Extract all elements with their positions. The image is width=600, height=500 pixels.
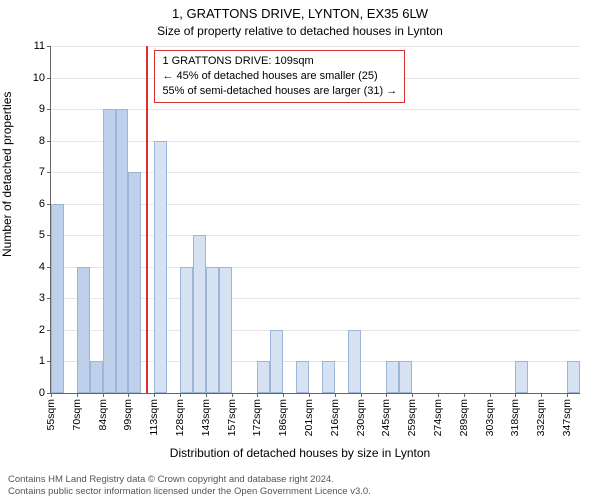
x-tick-mark	[77, 393, 78, 397]
chart-title: 1, GRATTONS DRIVE, LYNTON, EX35 6LW	[0, 6, 600, 21]
x-tick-mark	[206, 393, 207, 397]
footer-line-2: Contains public sector information licen…	[8, 486, 592, 498]
x-tick-label: 289sqm	[458, 399, 470, 436]
x-tick-label: 201sqm	[303, 399, 315, 436]
x-tick-label: 99sqm	[122, 399, 134, 431]
x-tick-mark	[361, 393, 362, 397]
y-tick-label: 7	[39, 166, 45, 178]
x-tick-label: 259sqm	[406, 399, 418, 436]
x-tick-label: 303sqm	[484, 399, 496, 436]
histogram-bar	[180, 267, 193, 393]
property-marker-line	[146, 46, 148, 393]
y-tick-label: 6	[39, 198, 45, 210]
histogram-bar	[567, 361, 580, 393]
x-tick-mark	[412, 393, 413, 397]
histogram-bar	[219, 267, 232, 393]
histogram-bar	[322, 361, 335, 393]
y-tick-label: 11	[34, 40, 45, 52]
gridline	[51, 46, 580, 47]
histogram-bar	[103, 109, 116, 393]
x-tick-mark	[438, 393, 439, 397]
x-tick-mark	[128, 393, 129, 397]
x-tick-label: 245sqm	[380, 399, 392, 436]
x-tick-label: 128sqm	[174, 399, 186, 436]
x-tick-label: 347sqm	[561, 399, 573, 436]
gridline	[51, 141, 580, 142]
y-tick-label: 9	[39, 103, 45, 115]
y-tick-mark	[47, 46, 51, 47]
callout-line-2: ← 45% of detached houses are smaller (25…	[162, 69, 397, 84]
x-tick-label: 84sqm	[97, 399, 109, 431]
footer-line-1: Contains HM Land Registry data © Crown c…	[8, 474, 592, 486]
histogram-bar	[51, 204, 64, 393]
x-tick-mark	[283, 393, 284, 397]
histogram-bar	[348, 330, 361, 393]
y-tick-label: 0	[39, 387, 45, 399]
y-tick-mark	[47, 141, 51, 142]
x-tick-mark	[541, 393, 542, 397]
histogram-bar	[193, 235, 206, 393]
histogram-bar	[77, 267, 90, 393]
x-tick-mark	[567, 393, 568, 397]
y-tick-label: 8	[39, 135, 45, 147]
x-tick-label: 186sqm	[277, 399, 289, 436]
x-tick-mark	[515, 393, 516, 397]
x-tick-label: 157sqm	[226, 399, 238, 436]
histogram-bar	[386, 361, 399, 393]
x-tick-mark	[257, 393, 258, 397]
histogram-bar	[128, 172, 141, 393]
x-tick-label: 70sqm	[71, 399, 83, 431]
histogram-bar	[116, 109, 129, 393]
x-tick-label: 143sqm	[200, 399, 212, 436]
x-axis-label: Distribution of detached houses by size …	[0, 446, 600, 460]
y-tick-label: 3	[39, 292, 45, 304]
x-tick-mark	[232, 393, 233, 397]
histogram-bar	[296, 361, 309, 393]
histogram-bar	[399, 361, 412, 393]
y-tick-label: 5	[39, 229, 45, 241]
x-tick-mark	[51, 393, 52, 397]
y-tick-label: 1	[39, 355, 45, 367]
x-tick-label: 230sqm	[355, 399, 367, 436]
x-tick-label: 274sqm	[432, 399, 444, 436]
y-tick-mark	[47, 78, 51, 79]
histogram-bar	[515, 361, 528, 393]
property-size-histogram: 1, GRATTONS DRIVE, LYNTON, EX35 6LW Size…	[0, 0, 600, 500]
histogram-bar	[257, 361, 270, 393]
histogram-bar	[154, 141, 167, 393]
callout-line-1: 1 GRATTONS DRIVE: 109sqm	[162, 54, 397, 69]
x-tick-mark	[464, 393, 465, 397]
y-tick-mark	[47, 109, 51, 110]
x-tick-mark	[335, 393, 336, 397]
x-tick-label: 216sqm	[329, 399, 341, 436]
x-tick-label: 318sqm	[509, 399, 521, 436]
x-tick-mark	[154, 393, 155, 397]
x-tick-mark	[386, 393, 387, 397]
histogram-bar	[90, 361, 103, 393]
y-tick-label: 2	[39, 324, 45, 336]
y-tick-mark	[47, 172, 51, 173]
y-tick-label: 10	[33, 72, 45, 84]
x-tick-label: 55sqm	[45, 399, 57, 431]
plot-area: 1 GRATTONS DRIVE: 109sqm ← 45% of detach…	[50, 46, 580, 394]
x-tick-mark	[309, 393, 310, 397]
x-tick-mark	[103, 393, 104, 397]
gridline	[51, 109, 580, 110]
x-tick-label: 332sqm	[535, 399, 547, 436]
x-tick-mark	[490, 393, 491, 397]
x-tick-label: 113sqm	[148, 399, 160, 436]
histogram-bar	[206, 267, 219, 393]
x-tick-mark	[180, 393, 181, 397]
chart-footer: Contains HM Land Registry data © Crown c…	[8, 474, 592, 498]
marker-callout: 1 GRATTONS DRIVE: 109sqm ← 45% of detach…	[154, 50, 405, 103]
histogram-bar	[270, 330, 283, 393]
x-tick-label: 172sqm	[251, 399, 263, 436]
callout-line-3: 55% of semi-detached houses are larger (…	[162, 84, 397, 99]
y-axis-label: Number of detached properties	[0, 243, 14, 257]
chart-subtitle: Size of property relative to detached ho…	[0, 24, 600, 38]
y-tick-label: 4	[39, 261, 45, 273]
